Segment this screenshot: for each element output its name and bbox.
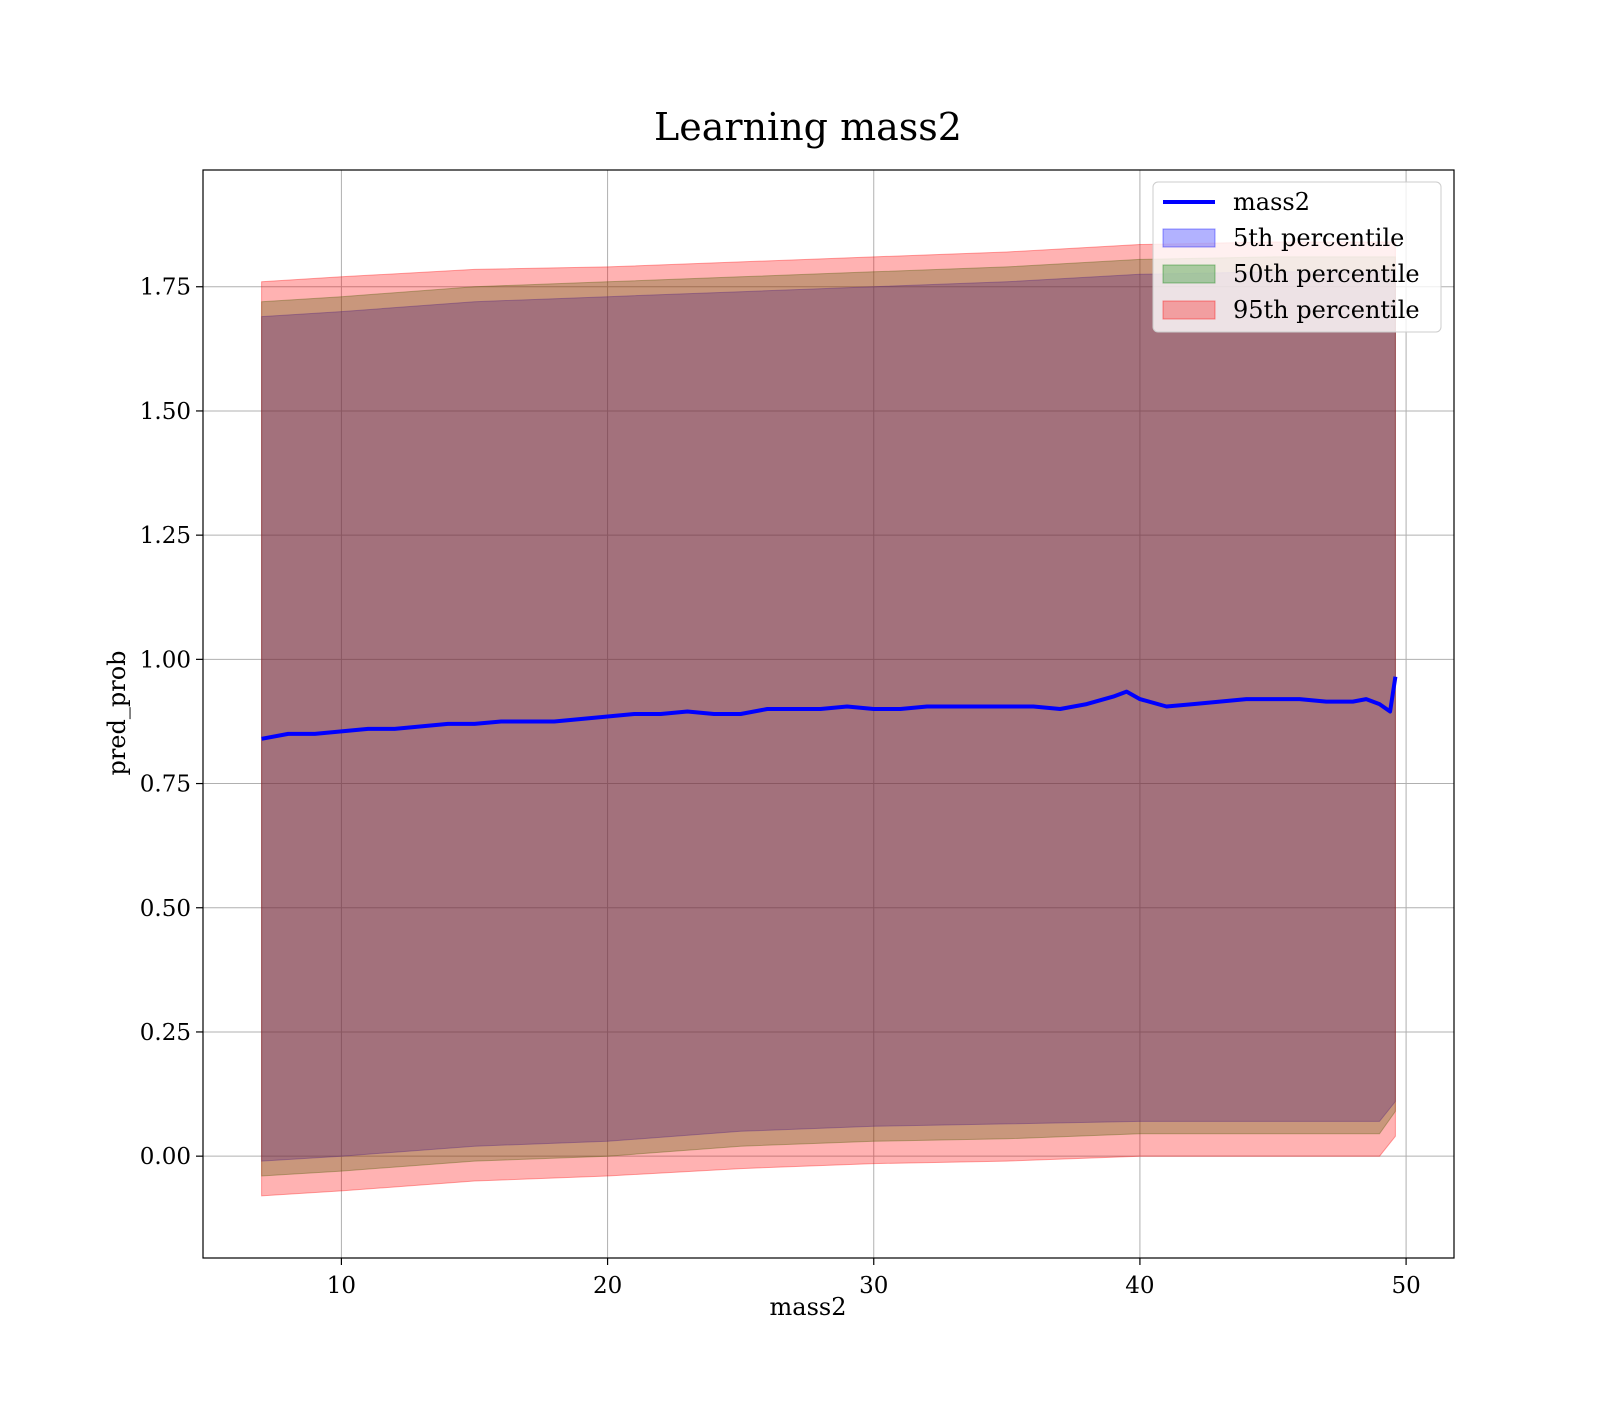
band-50th-percentile	[261, 256, 1396, 1177]
legend-label: 50th percentile	[1233, 260, 1420, 288]
y-axis-label: pred_prob	[103, 650, 131, 775]
y-tick-label: 1.00	[140, 647, 191, 673]
legend-box	[1152, 181, 1442, 333]
band-5th-percentile	[261, 271, 1396, 1162]
series-lines	[261, 676, 1398, 741]
x-tick-label: 40	[1125, 1273, 1154, 1299]
x-tick-label: 10	[327, 1273, 356, 1299]
chart-title: Learning mass2	[654, 105, 962, 149]
y-tick-label: 0.75	[140, 772, 191, 798]
legend: mass2 5th percentile 50th percentile 95th p…	[1152, 181, 1442, 333]
y-tick-label: 0.25	[140, 1020, 191, 1046]
y-tick-label: 1.75	[140, 275, 191, 301]
y-tick-label: 0.00	[140, 1144, 191, 1170]
x-tick-label: 30	[859, 1273, 888, 1299]
x-tick-label: 50	[1391, 1273, 1420, 1299]
legend-patch-swatch	[1162, 228, 1216, 248]
percentile-bands	[261, 241, 1396, 1197]
axis-ticks: 10 20 30 40 50 0.00 0.25 0.50 0.75 1.00 1.25 1.50 1.…	[140, 275, 1421, 1299]
band-95th-percentile	[261, 241, 1396, 1197]
legend-label: mass2	[1233, 188, 1310, 216]
x-axis-label: mass2	[770, 1293, 847, 1321]
y-tick-label: 0.50	[140, 896, 191, 922]
y-tick-label: 1.25	[140, 523, 191, 549]
legend-label: 5th percentile	[1233, 224, 1404, 252]
x-tick-label: 20	[593, 1273, 622, 1299]
y-tick-label: 1.50	[140, 399, 191, 425]
legend-label: 95th percentile	[1233, 296, 1420, 324]
legend-patch-swatch	[1162, 264, 1216, 284]
series-line-mass2	[261, 676, 1398, 741]
plot-frame	[202, 169, 1455, 1259]
legend-patch-swatch	[1162, 300, 1216, 320]
